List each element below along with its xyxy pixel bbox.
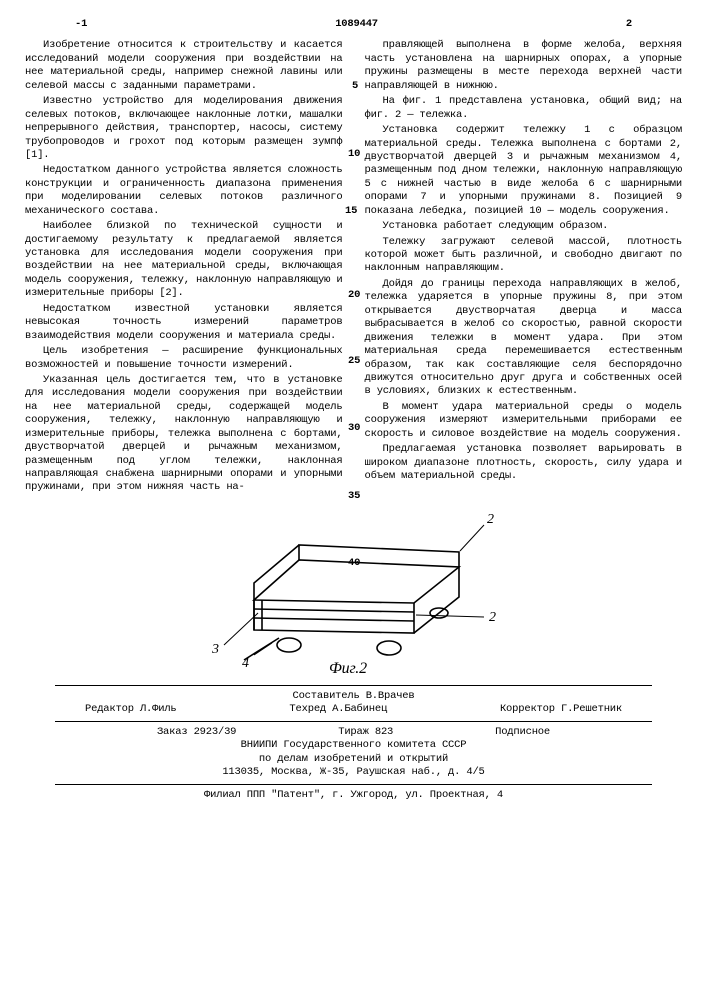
paragraph: В момент удара материальной среды о моде… — [365, 401, 683, 441]
paragraph: Предлагаемая установка позволяет варьиро… — [365, 443, 683, 483]
header: -1 1089447 2 — [25, 18, 682, 31]
paragraph: Цель изобретения — расширение функционал… — [25, 345, 343, 372]
paragraph: Установка работает следующим образом. — [365, 220, 683, 233]
divider — [55, 721, 652, 722]
paragraph: Недостатком известной установки является… — [25, 303, 343, 343]
divider — [55, 784, 652, 785]
branch-line: Филиал ППП "Патент", г. Ужгород, ул. Про… — [25, 789, 682, 802]
line-number: 15 — [345, 205, 357, 218]
line-number: 20 — [348, 289, 360, 302]
line-number: 25 — [348, 355, 360, 368]
figure-2: 2 2 3 4 Фиг.2 — [25, 505, 682, 675]
colophon: Составитель В.Врачев Редактор Л.Филь Тех… — [25, 685, 682, 802]
paragraph: Известно устройство для моделирования дв… — [25, 95, 343, 162]
line-number: 35 — [348, 490, 360, 503]
org-line: ВНИИПИ Государственного комитета СССР — [25, 739, 682, 752]
paragraph: На фиг. 1 представлена установка, общий … — [365, 95, 683, 122]
line-number: 30 — [348, 422, 360, 435]
callout: 3 — [211, 642, 219, 657]
paragraph: Наиболее близкой по технической сущности… — [25, 220, 343, 301]
right-column: правляющей выполнена в форме желоба, вер… — [365, 39, 683, 496]
line-number: 40 — [348, 557, 360, 570]
line-number: 5 — [352, 80, 358, 93]
callout: 4 — [242, 656, 249, 671]
address-line: 113035, Москва, Ж-35, Раушская наб., д. … — [25, 766, 682, 779]
divider — [55, 685, 652, 686]
paragraph: Дойдя до границы перехода направляющих в… — [365, 278, 683, 399]
trolley-drawing: 2 2 3 4 Фиг.2 — [184, 505, 524, 675]
paragraph: Тележку загружают селевой массой, плотно… — [365, 236, 683, 276]
paragraph: Установка содержит тележку 1 с образцом … — [365, 124, 683, 218]
patent-page: -1 1089447 2 5 10 15 20 25 30 35 40 Изоб… — [0, 0, 707, 1000]
paragraph: правляющей выполнена в форме желоба, вер… — [365, 39, 683, 93]
header-left-mark: -1 — [75, 18, 87, 31]
paragraph: Недостатком данного устройства является … — [25, 164, 343, 218]
callout: 2 — [489, 610, 496, 625]
header-right-mark: 2 — [626, 18, 632, 31]
paragraph: Указанная цель достигается тем, что в ус… — [25, 374, 343, 495]
paragraph: Изобретение относится к строительству и … — [25, 39, 343, 93]
credits-row: Редактор Л.Филь Техред А.Бабинец Коррект… — [25, 703, 682, 716]
line-number: 10 — [348, 148, 360, 161]
org-line: по делам изобретений и открытий — [25, 753, 682, 766]
callout: 2 — [487, 512, 494, 527]
figure-label: Фиг.2 — [329, 660, 367, 675]
compiler-line: Составитель В.Врачев — [25, 690, 682, 703]
left-column: Изобретение относится к строительству и … — [25, 39, 343, 496]
header-patent-number: 1089447 — [335, 18, 378, 31]
imprint-row: Заказ 2923/39 Тираж 823 Подписное — [25, 726, 682, 739]
